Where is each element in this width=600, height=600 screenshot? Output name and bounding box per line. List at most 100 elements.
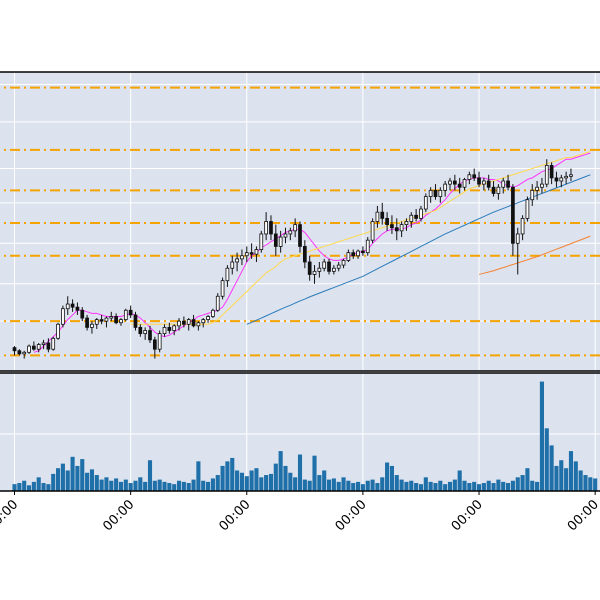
volume-bar-105 [520,475,525,491]
volume-bar-52 [264,475,269,491]
candle-body-73 [365,239,370,254]
volume-bar-75 [375,483,380,491]
volume-bar-102 [506,483,511,491]
candle-body-74 [370,221,375,241]
volume-bar-57 [288,472,293,491]
candle-body-86 [428,189,433,197]
volume-bar-32 [167,483,172,491]
volume-bar-104 [515,477,520,491]
volume-bar-76 [380,477,385,491]
volume-bar-56 [283,465,288,491]
candle-body-102 [506,180,510,188]
candle-body-2 [22,351,27,355]
candle-body-108 [535,186,539,191]
volume-bar-84 [418,484,424,491]
volume-bar-97 [481,483,486,491]
candle-body-52 [264,221,268,235]
price-panel [0,71,600,372]
ma_long-line [478,235,591,275]
volume-bar-8 [51,473,56,491]
volume-bar-82 [409,480,414,491]
candle-body-60 [302,246,307,263]
volume-bar-85 [423,477,428,491]
volume-bar-91 [452,479,457,491]
volume-bar-74 [370,479,375,491]
volume-bar-95 [472,481,477,491]
candle-body-20 [109,316,114,319]
candle-body-40 [206,316,210,321]
candle-body-31 [162,326,167,335]
volume-bar-35 [181,481,186,491]
candle-body-80 [399,224,404,232]
candle-body-30 [157,333,162,350]
volume-bar-65 [326,479,332,491]
candle-body-49 [249,252,254,255]
candle-body-100 [496,186,501,194]
candle-body-48 [244,252,249,257]
volume-bar-120 [593,478,598,491]
candle-body-106 [525,199,530,219]
candle-body-9 [56,323,60,339]
candle-body-62 [312,270,317,275]
volume-bar-10 [60,463,65,491]
volume-bar-119 [588,477,593,491]
candle-body-36 [186,319,191,325]
volume-bar-39 [201,480,206,491]
candle-body-37 [191,319,196,327]
candle-body-89 [443,183,448,191]
candle-body-29 [152,339,157,350]
candle-body-65 [327,261,331,272]
volume-bar-101 [501,481,506,491]
candle-body-95 [472,174,477,179]
volume-bar-40 [206,481,211,491]
volume-bar-80 [399,479,404,491]
candle-body-75 [375,211,380,222]
candle-body-16 [90,323,94,328]
volume-bar-43 [220,465,225,491]
candle-body-96 [477,177,481,185]
volume-bar-54 [273,463,278,491]
volume-bar-67 [336,481,341,491]
volume-bar-71 [356,481,361,491]
candle-body-91 [452,180,457,185]
candle-body-79 [394,227,399,232]
candle-body-24 [128,309,133,316]
volume-bar-107 [530,480,535,491]
volume-bar-13 [75,465,80,491]
candle-body-5 [36,344,41,350]
candle-body-45 [230,261,235,269]
volume-bar-92 [457,470,462,491]
volume-bar-44 [225,461,230,491]
candle-body-22 [119,319,123,324]
volume-bar-70 [351,483,356,491]
volume-bar-27 [143,481,148,491]
candle-body-68 [341,260,346,266]
volume-bar-108 [535,481,540,491]
volume-bar-62 [312,455,317,491]
candle-body-51 [259,233,264,250]
volume-bar-100 [496,479,501,491]
candle-body-27 [143,330,148,335]
volume-bar-37 [191,479,196,491]
candle-body-99 [491,186,496,194]
candle-body-35 [182,320,186,325]
candle-body-88 [438,189,443,197]
candle-body-71 [356,250,360,257]
volume-bar-0 [12,484,17,491]
volume-bar-118 [583,475,588,491]
volume-bar-61 [307,480,312,491]
candle-body-15 [85,317,89,328]
candle-body-6 [41,342,46,345]
candle-body-41 [211,309,215,317]
volume-bar-115 [568,451,574,491]
volume-bar-19 [104,477,109,491]
volume-bar-7 [46,484,51,491]
candle-body-33 [172,325,177,331]
candle-body-105 [520,217,525,235]
candle-body-3 [27,345,31,353]
candle-body-57 [288,230,293,235]
candle-body-115 [569,174,573,177]
volume-bar-12 [70,456,75,491]
volume-bar-110 [544,428,549,491]
candle-body-61 [307,261,312,275]
